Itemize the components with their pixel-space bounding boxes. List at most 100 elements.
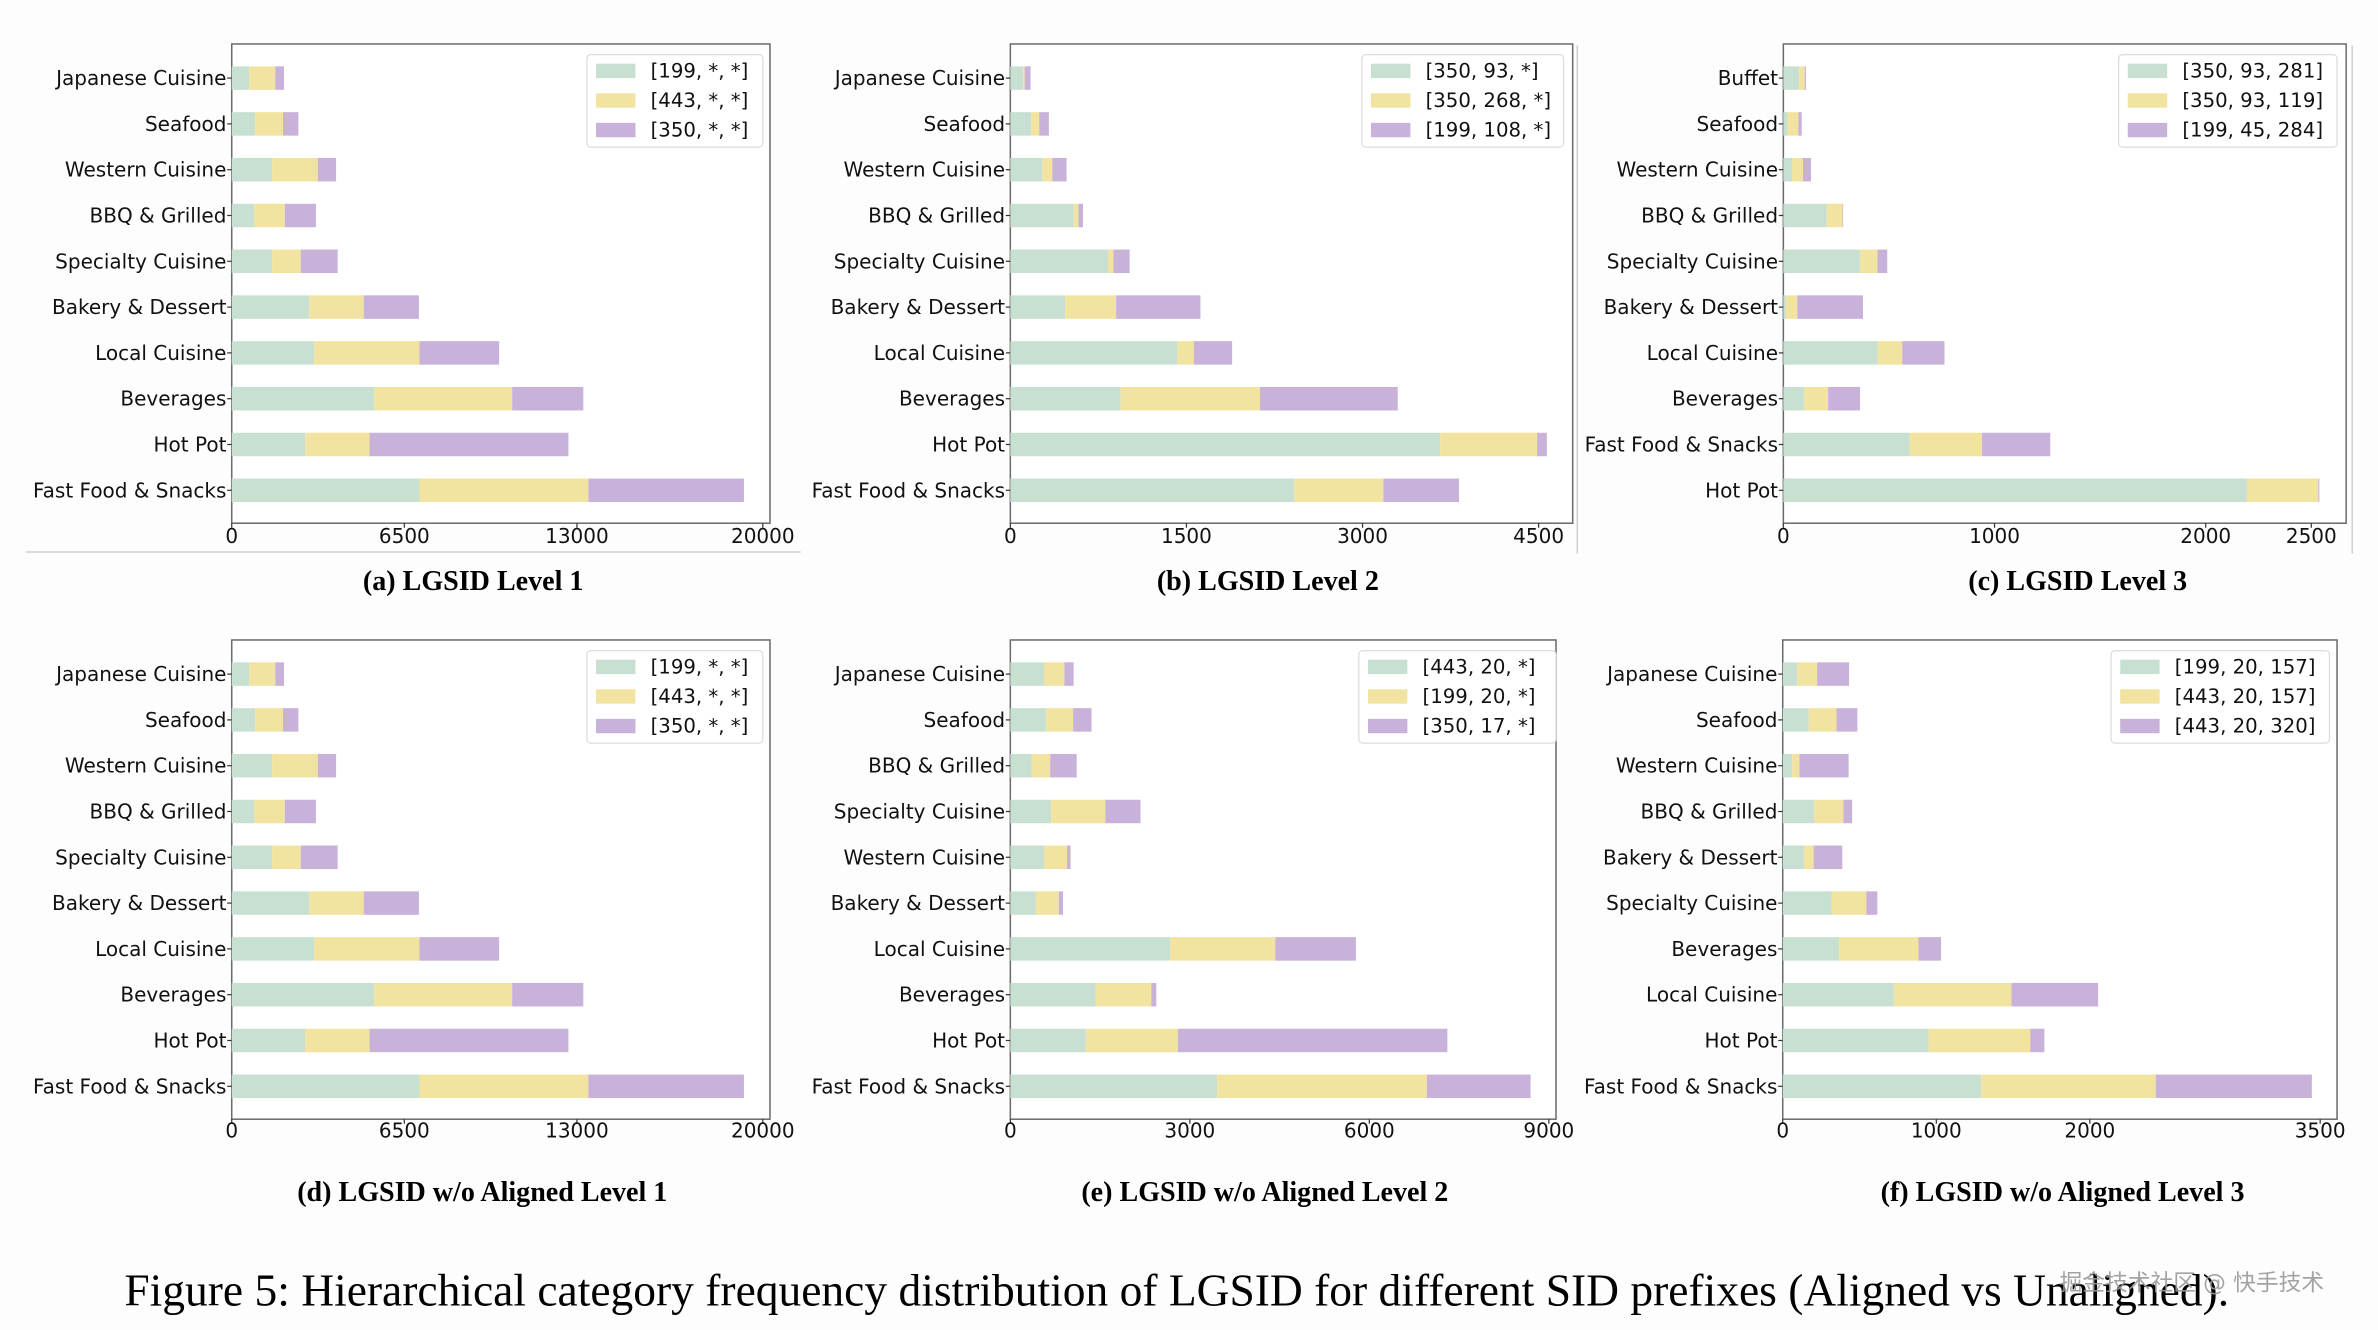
legend-label: [443, 20, 320]: [2175, 714, 2316, 737]
chart-title: (f) LGSID w/o Aligned Level 3: [1881, 1177, 2245, 1208]
y-tick-label: Local Cuisine: [874, 341, 1005, 365]
bar-segment: [1010, 295, 1066, 319]
bar-segment: [231, 295, 310, 319]
legend-swatch: [1370, 122, 1411, 138]
bar-segment: [1010, 1074, 1218, 1099]
legend-frame: [2110, 649, 2331, 744]
x-tick-label: 2500: [2286, 524, 2337, 548]
y-tick-label: Western Cuisine: [65, 158, 227, 182]
y-tick-label: Hot Pot: [932, 1028, 1005, 1052]
chart-panel-f: Japanese Cuisine Seafood Western Cuisine BB…: [1584, 639, 2346, 1208]
x-tick-label: 13000: [545, 524, 609, 548]
legend-label: [350, 93, *]: [1426, 59, 1539, 82]
legend-label: [443, 20, 157]: [2175, 685, 2316, 708]
bar-segment: [231, 982, 375, 1007]
bar-segment: [1010, 249, 1109, 274]
bar-segment: [1928, 1028, 2031, 1053]
bar-segment: [317, 753, 337, 778]
y-tick-label: Specialty Cuisine: [55, 845, 226, 869]
bar-segment: [231, 937, 315, 961]
bar-segment: [1860, 249, 1878, 274]
bar-segment: [1902, 341, 1945, 365]
bar-segment: [419, 937, 500, 961]
bar-segment: [275, 662, 285, 686]
bar-segment: [2246, 478, 2319, 503]
x-tick-label: 0: [1776, 1118, 1789, 1142]
legend-label: [443, *, *]: [651, 89, 749, 112]
bar-segment: [1798, 112, 1802, 136]
bar-segment: [1982, 432, 2051, 457]
bar-segment: [1170, 937, 1276, 961]
x-tick-label: 20000: [731, 524, 795, 548]
bar-segment: [1383, 478, 1460, 503]
bar-segment: [254, 799, 285, 824]
x-tick-label: 6000: [1344, 1118, 1395, 1142]
bar-segment: [249, 66, 276, 90]
bar-segment: [1042, 157, 1053, 182]
bar-segment: [231, 708, 256, 732]
legend-label: [443, 20, *]: [1423, 655, 1536, 678]
y-tick-label: Seafood: [145, 112, 226, 136]
bar-segment: [231, 845, 273, 870]
y-tick-label: Hot Pot: [932, 432, 1005, 456]
bar-segment: [317, 157, 337, 182]
x-tick-label: 3000: [1337, 524, 1388, 548]
bar-segment: [282, 708, 299, 732]
bar-segment: [1177, 341, 1194, 365]
y-tick-label: Fast Food & Snacks: [1584, 1074, 1777, 1098]
y-tick-label: Fast Food & Snacks: [812, 1074, 1005, 1098]
bar-segment: [1023, 66, 1025, 90]
legend-swatch: [596, 659, 636, 675]
legend-swatch: [2120, 659, 2160, 675]
bar-segment: [1073, 203, 1079, 228]
legend-swatch: [596, 93, 636, 108]
chart-panel-c: Buffet Seafood Western Cuisine BBQ & Grille…: [1585, 43, 2347, 597]
bar-segment: [374, 982, 513, 1007]
x-tick-label: 6500: [379, 524, 430, 548]
legend-swatch: [2127, 93, 2168, 108]
legend-swatch: [1370, 63, 1411, 79]
y-tick-label: Seafood: [1697, 112, 1778, 136]
legend-frame: [2118, 53, 2338, 148]
x-tick-label: 0: [1004, 524, 1017, 548]
x-tick-label: 6500: [379, 1118, 430, 1142]
x-tick-label: 1500: [1161, 524, 1212, 548]
bar-segment: [1031, 753, 1051, 778]
bar-segment: [231, 799, 255, 824]
y-tick-label: Fast Food & Snacks: [812, 478, 1005, 502]
bar-segment: [1909, 432, 1983, 457]
y-tick-label: Local Cuisine: [95, 937, 226, 961]
bar-segment: [309, 295, 364, 319]
bar-segment: [284, 799, 316, 824]
y-tick-label: Bakery & Dessert: [831, 295, 1006, 319]
chart-panel-d: Japanese Cuisine Seafood Western Cuisine BB…: [33, 639, 795, 1208]
legend-swatch: [2120, 718, 2160, 734]
legend-label: [350, 17, *]: [1423, 714, 1536, 737]
bar-segment: [1039, 112, 1049, 136]
bar-segment: [1010, 203, 1074, 228]
bar-segment: [1113, 249, 1130, 274]
y-tick-label: BBQ & Grilled: [1641, 799, 1778, 823]
y-tick-label: Beverages: [899, 983, 1005, 1007]
y-tick-label: Beverages: [1671, 937, 1777, 961]
bar-segment: [231, 66, 250, 90]
bar-segment: [1799, 753, 1849, 778]
legend-label: [199, 20, 157]: [2175, 655, 2316, 678]
bar-segment: [2030, 1028, 2045, 1053]
bar-segment: [1842, 203, 1844, 228]
bar-segment: [231, 891, 310, 915]
bar-segment: [1981, 1074, 2156, 1099]
chart-title: (e) LGSID w/o Aligned Level 2: [1081, 1177, 1448, 1208]
bar-segment: [1783, 157, 1793, 182]
bar-segment: [1065, 295, 1117, 319]
bar-segment: [1804, 66, 1806, 90]
bar-segment: [1105, 799, 1141, 824]
bar-segment: [1826, 203, 1843, 228]
bar-segment: [231, 341, 315, 365]
y-tick-label: Seafood: [924, 112, 1005, 136]
bar-segment: [1051, 799, 1106, 824]
bar-segment: [1839, 937, 1919, 961]
legend-swatch: [1370, 93, 1411, 108]
chart-panel-e: Japanese Cuisine Seafood BBQ & Grilled Spec…: [812, 639, 1574, 1208]
bar-segment: [1782, 1074, 1982, 1099]
